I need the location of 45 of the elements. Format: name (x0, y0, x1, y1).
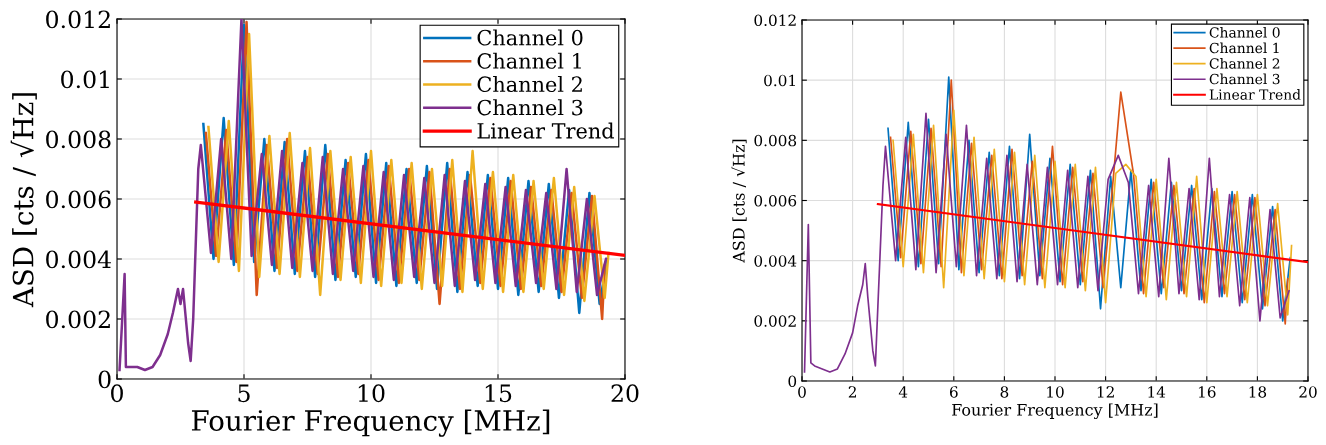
legend-label: Channel 0 (477, 29, 583, 46)
legend-label: Channel 0 (1209, 26, 1280, 38)
y-tick-label: 0.004 (754, 255, 797, 267)
line-series (892, 109, 1293, 316)
x-axis-title: Fourier Frequency [MHz] (952, 403, 1158, 420)
legend-label: Channel 3 (1209, 73, 1280, 85)
y-tick-label: 0.002 (46, 310, 110, 329)
y-tick-label: 0.01 (61, 70, 109, 89)
y-axis-title: ASD [cts / √Hz] (731, 139, 747, 263)
y-tick-label: 0.006 (46, 190, 111, 209)
y-tick-label: 0.01 (764, 74, 795, 87)
x-tick-label: 14 (1148, 386, 1166, 398)
legend-label: Channel 3 (477, 99, 583, 116)
y-tick-label: 0.012 (754, 14, 796, 27)
y-tick-label: 0.002 (754, 315, 796, 327)
x-tick-label: 6 (949, 386, 958, 398)
x-tick-label: 0 (798, 386, 806, 398)
x-tick-label: 20 (611, 384, 639, 403)
x-tick-label: 0 (111, 384, 123, 403)
x-tick-label: 4 (898, 386, 908, 398)
x-tick-label: 18 (1249, 386, 1267, 398)
legend-label: Linear Trend (1209, 89, 1301, 100)
x-tick-label: 10 (358, 384, 385, 403)
x-tick-label: 5 (238, 384, 250, 403)
legend-label: Linear Trend (477, 122, 614, 139)
x-tick-label: 8 (1000, 386, 1009, 398)
x-tick-label: 15 (485, 384, 512, 403)
x-tick-label: 20 (1299, 386, 1317, 398)
x-tick-label: 10 (1047, 386, 1064, 398)
legend-label: Channel 2 (1209, 57, 1280, 69)
legend-label: Channel 1 (477, 52, 581, 69)
line-series (803, 112, 1290, 373)
x-axis-title: Fourier Frequency [MHz] (191, 409, 550, 437)
y-tick-label: 0.012 (46, 10, 110, 29)
x-tick-label: 12 (1097, 386, 1114, 398)
x-tick-label: 16 (1198, 386, 1216, 398)
y-tick-label: 0.004 (46, 250, 111, 269)
y-tick-label: 0.006 (754, 194, 797, 207)
x-tick-label: 2 (848, 386, 856, 398)
y-tick-label: 0 (788, 375, 797, 388)
legend-label: Channel 1 (1209, 42, 1279, 54)
legend-label: Channel 2 (477, 75, 582, 93)
y-tick-label: 0.008 (754, 134, 797, 147)
y-tick-label: 0.008 (46, 130, 111, 149)
y-axis-title: ASD [cts / √Hz] (10, 93, 37, 308)
